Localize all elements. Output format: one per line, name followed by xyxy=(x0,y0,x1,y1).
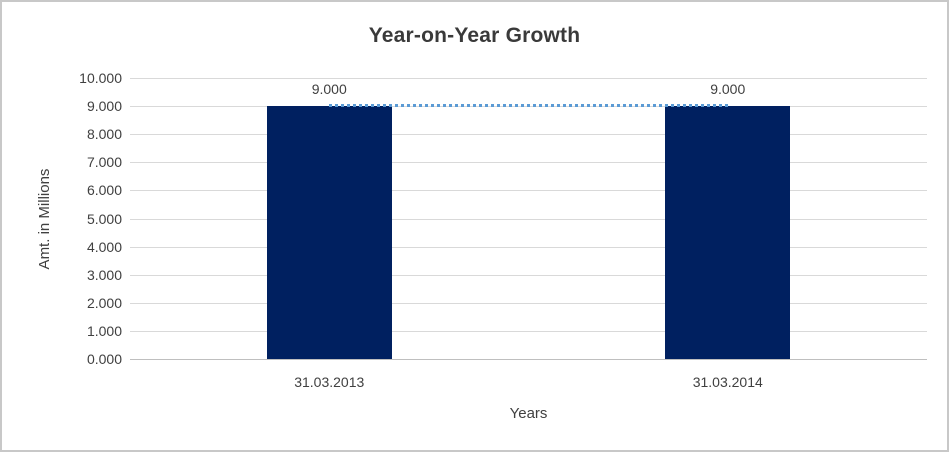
y-tick-label: 3.000 xyxy=(86,266,122,283)
y-tick-label: 0.000 xyxy=(86,351,122,367)
gridline xyxy=(130,218,927,220)
bar-31.03.2013 xyxy=(266,106,392,359)
bar-data-label: 9.000 xyxy=(710,81,746,98)
plot-area xyxy=(130,78,927,360)
y-tick-label: 9.000 xyxy=(86,98,122,115)
gridline xyxy=(130,134,927,136)
x-tick-label: 31.03.2013 xyxy=(294,374,365,390)
gridline xyxy=(130,330,927,332)
bar-data-label: 9.000 xyxy=(311,81,347,98)
gridline xyxy=(130,246,927,248)
y-tick-label: 7.000 xyxy=(86,154,122,171)
growth-dotted-line xyxy=(329,104,728,108)
x-tick-label: 31.03.2014 xyxy=(692,374,763,390)
y-tick-label: 4.000 xyxy=(86,238,122,255)
gridline xyxy=(130,190,927,192)
y-tick-label: 6.000 xyxy=(86,182,122,199)
gridline xyxy=(130,162,927,164)
gridline xyxy=(130,274,927,276)
y-tick-label: 2.000 xyxy=(86,294,122,311)
x-axis-line xyxy=(130,359,927,360)
y-tick-label: 10.000 xyxy=(79,70,122,86)
gridline xyxy=(130,78,927,79)
bar-31.03.2014 xyxy=(665,106,791,359)
y-tick-label: 8.000 xyxy=(86,126,122,143)
y-tick-label: 1.000 xyxy=(86,322,122,339)
gridline xyxy=(130,302,927,304)
chart-title: Year-on-Year Growth xyxy=(368,24,581,47)
x-axis-title: Years xyxy=(509,405,548,422)
y-tick-label: 5.000 xyxy=(86,210,122,227)
